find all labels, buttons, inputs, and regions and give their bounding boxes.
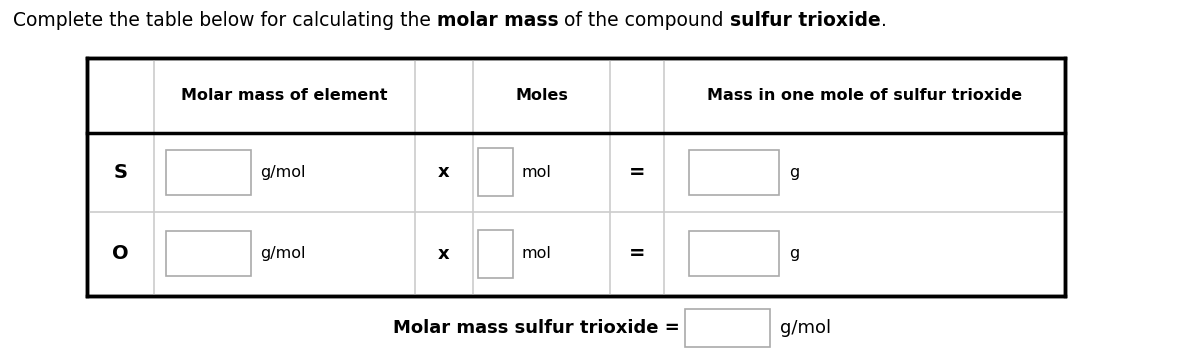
Bar [166, 150, 251, 195]
Text: Mass in one mole of sulfur trioxide: Mass in one mole of sulfur trioxide [707, 88, 1022, 103]
Text: Moles: Moles [515, 88, 569, 103]
Bar [479, 148, 514, 196]
Text: mol: mol [521, 165, 551, 180]
Bar [88, 58, 1066, 296]
Text: x: x [438, 245, 450, 263]
Text: O: O [112, 244, 128, 263]
Text: molar mass: molar mass [437, 11, 558, 30]
Text: sulfur trioxide: sulfur trioxide [730, 11, 881, 30]
Bar [479, 230, 514, 278]
Text: mol: mol [521, 246, 551, 261]
Text: g/mol: g/mol [260, 246, 306, 261]
Text: g/mol: g/mol [780, 319, 832, 337]
Text: Molar mass of element: Molar mass of element [181, 88, 388, 103]
Text: Molar mass sulfur trioxide =: Molar mass sulfur trioxide = [394, 319, 680, 337]
Bar [685, 309, 770, 347]
Text: S: S [113, 163, 127, 182]
Text: of the compound: of the compound [558, 11, 730, 30]
Text: g: g [790, 165, 799, 180]
Bar [166, 231, 251, 276]
Bar [689, 150, 779, 195]
Text: =: = [629, 163, 646, 182]
Text: g: g [790, 246, 799, 261]
Text: Complete the table below for calculating the: Complete the table below for calculating… [13, 11, 437, 30]
Bar [689, 231, 779, 276]
Text: x: x [438, 163, 450, 181]
Text: .: . [881, 11, 887, 30]
Text: g/mol: g/mol [260, 165, 306, 180]
Text: =: = [629, 244, 646, 263]
